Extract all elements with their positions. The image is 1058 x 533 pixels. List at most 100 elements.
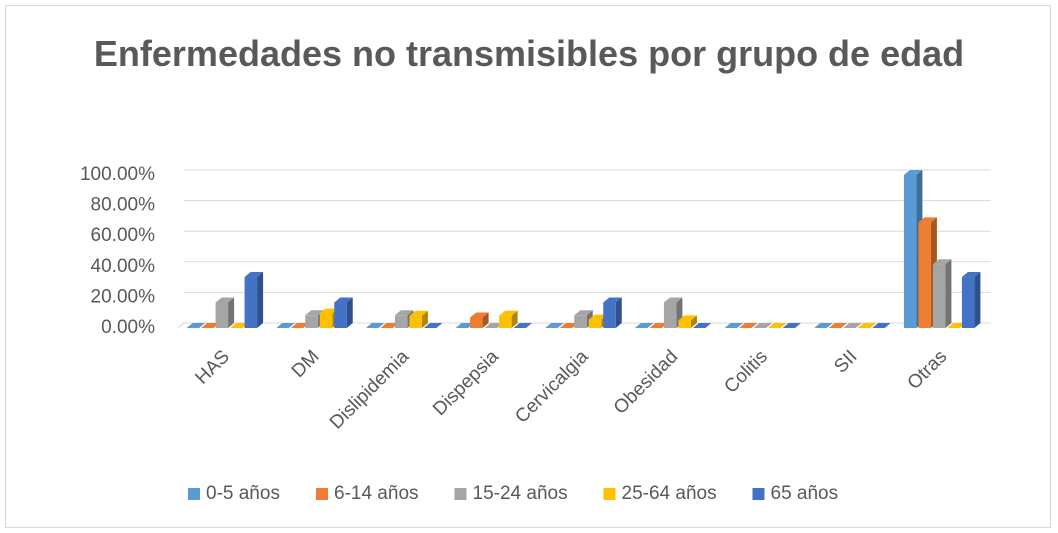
bar-side — [690, 315, 697, 328]
bar-top — [739, 323, 758, 328]
bar-top — [201, 323, 220, 328]
bar-top — [918, 217, 937, 223]
bar — [290, 323, 310, 328]
bar-side — [257, 272, 264, 328]
legend-label: 6-14 años — [334, 483, 419, 504]
bar-top — [244, 272, 264, 278]
bar — [423, 323, 443, 328]
bar-top — [559, 323, 579, 328]
legend-label: 65 años — [771, 483, 839, 504]
bar-front — [499, 315, 512, 328]
bar-front — [603, 302, 616, 328]
bar-top — [634, 323, 654, 328]
y-tick-label: 60.00% — [91, 225, 156, 246]
bar — [545, 323, 564, 328]
bar-front — [678, 320, 691, 328]
bar — [513, 323, 533, 328]
bar-front — [663, 302, 677, 328]
bar — [857, 323, 877, 328]
x-tick-label: Dislipidemia — [326, 346, 414, 434]
bar-front — [394, 315, 408, 328]
bar-top — [663, 297, 683, 303]
bar-front — [588, 319, 602, 328]
bar — [499, 310, 518, 328]
bar — [828, 323, 848, 328]
bar — [692, 323, 712, 328]
bar — [365, 323, 385, 328]
x-tick-label: Otras — [904, 346, 952, 394]
bar-top — [545, 323, 564, 328]
bar-top — [470, 312, 489, 318]
bar-top — [455, 323, 475, 328]
bar-front — [305, 315, 318, 328]
bar — [394, 310, 414, 328]
legend-swatch — [316, 488, 328, 500]
bar — [484, 323, 504, 328]
bar-front — [932, 264, 946, 328]
bar-top — [649, 323, 668, 328]
bar — [947, 323, 966, 328]
bar — [470, 312, 489, 328]
floor — [177, 322, 991, 329]
bar-top — [365, 323, 385, 328]
bar-top — [394, 310, 414, 316]
bar — [678, 315, 697, 328]
bar-front — [409, 315, 422, 328]
chart-title: Enfermedades no transmisibles por grupo … — [93, 33, 965, 74]
bar-top — [290, 323, 310, 328]
bar-side — [482, 312, 489, 328]
y-tick-label: 40.00% — [91, 256, 156, 277]
bar-top — [574, 310, 593, 316]
bar — [739, 323, 758, 328]
legend-swatch — [188, 488, 200, 500]
bar — [409, 310, 428, 328]
bar — [634, 323, 654, 328]
bar-front — [470, 317, 483, 328]
bar-top — [276, 323, 295, 328]
bar-side — [615, 297, 622, 328]
bar-top — [484, 323, 504, 328]
bar-side — [228, 297, 235, 328]
bar — [961, 272, 981, 328]
bar — [724, 323, 744, 328]
bar — [201, 323, 220, 328]
bar — [814, 323, 833, 328]
bar-top — [782, 323, 802, 328]
legend-swatch — [603, 488, 616, 500]
bar-front — [215, 302, 229, 328]
bar-top — [828, 323, 848, 328]
x-tick-label: Dispepsia — [429, 346, 503, 420]
bar — [649, 323, 668, 328]
bar-front — [961, 277, 975, 328]
bar-front — [918, 222, 931, 328]
bar — [782, 323, 802, 328]
bar — [843, 323, 862, 328]
bar-front — [319, 313, 333, 328]
bar-front — [574, 315, 587, 328]
bar-side — [511, 310, 518, 328]
x-tick-label: Cervicalgia — [511, 346, 593, 428]
bar — [215, 297, 235, 328]
bar-top — [768, 323, 787, 328]
bar — [932, 259, 952, 328]
bar — [768, 323, 787, 328]
bar-front — [903, 175, 917, 328]
bar — [186, 323, 206, 328]
legend-label: 0-5 años — [206, 483, 280, 504]
bar-top — [692, 323, 712, 328]
bar-top — [513, 323, 533, 328]
legend-label: 25-64 años — [622, 483, 717, 504]
x-tick-label: Colitis — [720, 346, 771, 397]
bar-side — [346, 297, 353, 328]
y-tick-label: 20.00% — [91, 286, 156, 307]
y-tick-label: 80.00% — [91, 195, 156, 216]
bar — [455, 323, 475, 328]
y-tick-label: 100.00% — [80, 164, 155, 185]
bar — [244, 272, 264, 328]
bar — [559, 323, 579, 328]
legend-swatch — [454, 488, 467, 500]
legend-swatch — [752, 488, 765, 500]
bar-top — [814, 323, 833, 328]
y-tick-label: 0.00% — [101, 317, 155, 338]
